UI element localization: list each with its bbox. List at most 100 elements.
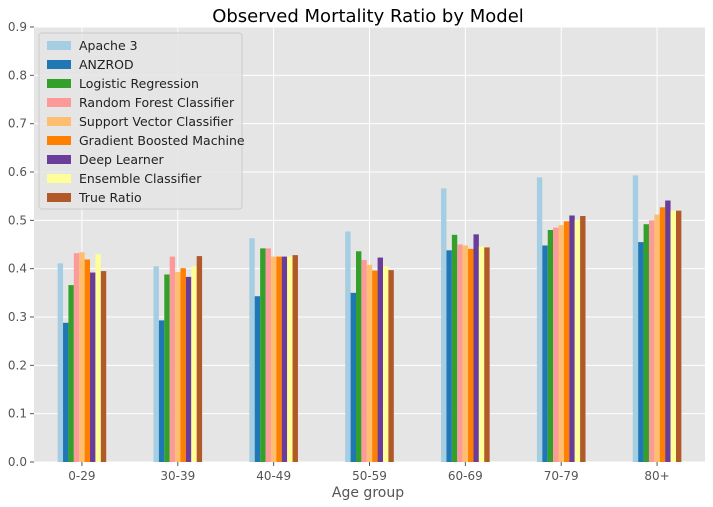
legend-swatch [47,79,71,88]
bar [292,255,298,462]
legend-frame [38,32,243,210]
bar [377,257,383,462]
x-tick-label: 0-29 [68,469,95,483]
bar [451,234,458,462]
bar [281,256,288,462]
bar [57,263,64,462]
legend-swatch [47,193,71,202]
legend-swatch [47,98,71,107]
bar [632,175,639,462]
x-tick-label: 70-79 [544,469,579,483]
y-tick-label: 0.4 [8,262,27,276]
x-axis: 0-29 30-39 40-49 50-59 60-69 70-79 80+ [68,462,670,483]
bar [542,245,548,462]
bar [553,227,559,462]
bar [478,246,485,462]
legend-label: Support Vector Classifier [79,114,234,129]
bar [191,266,197,462]
bar [648,220,655,462]
bar [196,256,203,462]
legend-swatch [47,117,71,126]
bar [372,270,378,462]
y-tick-label: 0.5 [8,213,27,227]
bar [446,250,452,462]
bar [63,322,69,462]
bar [90,272,96,462]
x-tick-label: 30-39 [160,469,195,483]
bar [84,259,91,462]
legend-label: Deep Learner [79,152,165,167]
bars [57,175,682,463]
bar [547,230,554,462]
bar [468,248,474,462]
bar [462,245,469,462]
bar [169,256,176,462]
legend-label: Gradient Boosted Machine [79,133,245,148]
bar [345,231,351,462]
y-tick-label: 0.1 [8,407,27,421]
bar [260,248,266,462]
bar [574,220,581,462]
bar [563,221,570,462]
y-tick-label: 0.6 [8,165,27,179]
x-tick-label: 40-49 [256,469,291,483]
bar [254,296,261,462]
bar [388,270,394,462]
bar [441,188,447,462]
bar [175,272,181,462]
legend-swatch [47,155,71,164]
bar [383,266,389,462]
x-axis-label: Age group [332,485,404,501]
bar [350,292,356,462]
legend-label: Ensemble Classifier [79,171,202,186]
bar [473,234,479,462]
bar [153,266,159,462]
y-tick-label: 0.3 [8,310,27,324]
y-tick-label: 0.8 [8,68,27,82]
legend-swatch [47,41,71,50]
legend-label: Apache 3 [79,38,138,53]
chart-title: Observed Mortality Ratio by Model [212,6,524,27]
bar [287,256,293,462]
bar [484,247,490,462]
bar [536,177,543,463]
legend-swatch [47,60,71,69]
bar [73,253,80,462]
bar [249,238,255,462]
legend-label: Logistic Regression [79,76,199,91]
bar [366,264,373,462]
bar [95,254,101,462]
bar [356,251,362,462]
bar [185,276,192,462]
y-tick-label: 0.7 [8,117,27,131]
legend: Apache 3 ANZROD Logistic Regression Random … [38,32,245,210]
bar [164,274,170,462]
bar [361,259,367,462]
y-tick-label: 0.0 [8,455,27,469]
bar [654,214,660,462]
bar [276,256,282,462]
legend-swatch [47,136,71,145]
legend-label: Random Forest Classifier [79,95,235,110]
bar [100,271,107,462]
bar [670,210,676,462]
y-tick-label: 0.9 [8,20,27,34]
legend-label: ANZROD [79,57,134,72]
legend-swatch [47,174,71,183]
bar [270,256,277,462]
x-tick-label: 60-69 [448,469,483,483]
bar [675,210,682,462]
bar [158,320,165,462]
bar [180,268,186,462]
bar [569,215,575,462]
x-tick-label: 80+ [644,469,669,483]
x-tick-label: 50-59 [352,469,387,483]
bar [580,215,586,462]
bar [638,242,644,462]
legend-label: True Ratio [78,190,142,205]
y-tick-label: 0.2 [8,358,27,372]
bar [68,285,74,462]
bar [457,244,463,462]
bar [665,200,671,462]
